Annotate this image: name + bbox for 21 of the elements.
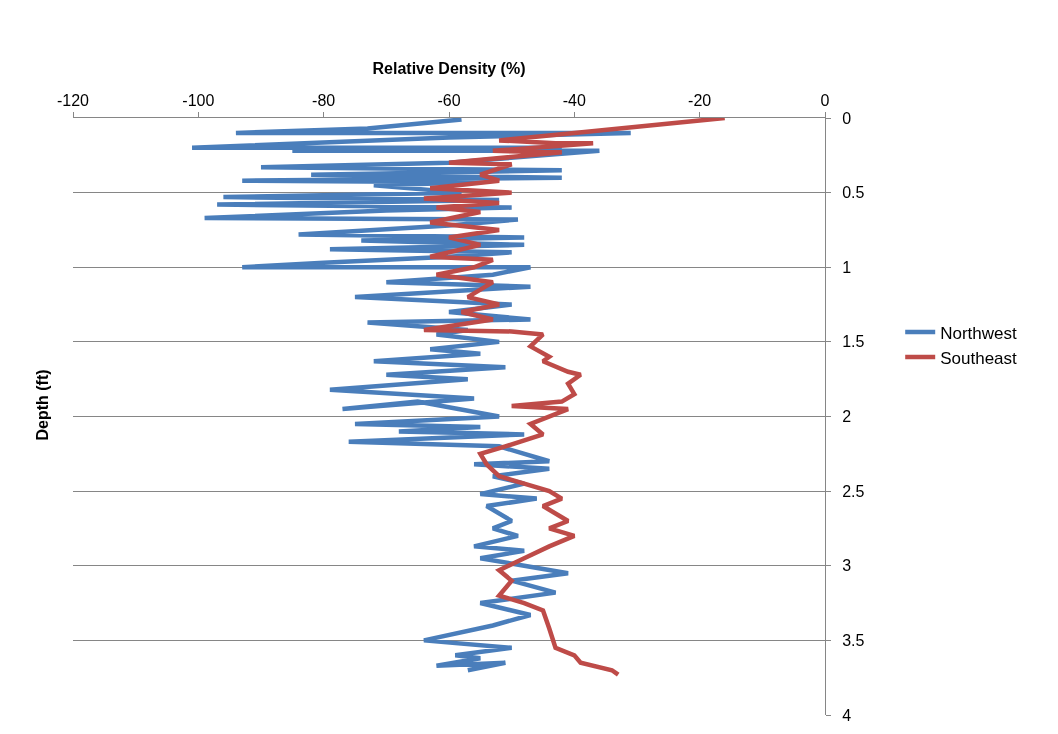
y-tick-label: 3 [842,557,852,575]
y-tick-label: 1.5 [842,333,865,351]
legend-label: Southeast [940,348,1018,368]
line-series [421,118,727,677]
y-tick-label: 1 [842,258,852,276]
legend-label: Northwest [940,323,1017,343]
y-tick-label: 0.5 [842,184,865,202]
y-axis-title: Depth (ft) [34,369,52,441]
y-tick-label: 4 [842,706,852,724]
x-tick-label: 0 [820,91,830,109]
x-tick-label: -120 [56,91,90,109]
y-tick-label: 2.5 [842,482,865,500]
x-tick-label: -40 [562,91,586,109]
x-axis-title: Relative Density (%) [372,60,526,78]
y-tick-label: 3.5 [842,631,865,649]
x-tick-label: -20 [688,91,712,109]
x-tick-label: -100 [182,91,215,109]
x-tick-label: -80 [312,91,336,109]
x-tick-label: -60 [437,91,461,109]
y-tick-label: 0 [842,109,852,127]
y-tick-label: 2 [842,408,852,426]
